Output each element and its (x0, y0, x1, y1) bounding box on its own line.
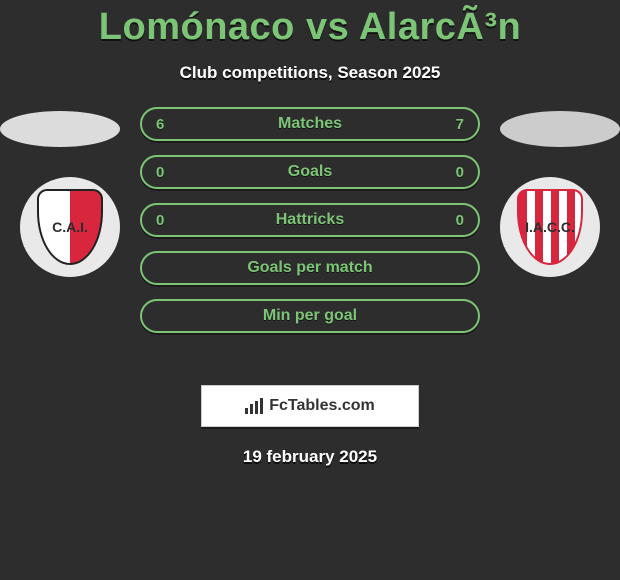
bar-chart-icon (245, 398, 263, 414)
stat-pill: Min per goal (140, 299, 480, 333)
stat-value-left: 0 (156, 205, 164, 235)
team-shield-left: C.A.I. (37, 189, 103, 265)
stat-pill: Goals per match (140, 251, 480, 285)
stat-value-left: 6 (156, 109, 164, 139)
stat-value-right: 0 (456, 205, 464, 235)
stat-label: Matches (278, 115, 342, 133)
team-abbrev-left: C.A.I. (52, 219, 88, 235)
stat-label: Goals (288, 163, 332, 181)
stat-value-right: 7 (456, 109, 464, 139)
page-title: Lomónaco vs AlarcÃ³n (0, 6, 620, 49)
stat-label: Hattricks (276, 211, 344, 229)
stat-label: Min per goal (263, 307, 357, 325)
shadow-ellipse-right (500, 111, 620, 147)
team-abbrev-right: I.A.C.C. (525, 219, 575, 235)
shadow-ellipse-left (0, 111, 120, 147)
stat-pill: 6 Matches 7 (140, 107, 480, 141)
date-text: 19 february 2025 (0, 447, 620, 467)
branding-box[interactable]: FcTables.com (201, 385, 419, 427)
comparison-stage: C.A.I. I.A.C.C. 6 Matches 7 0 Goals 0 0 … (0, 107, 620, 367)
team-badge-right: I.A.C.C. (500, 177, 600, 277)
branding-text: FcTables.com (269, 397, 375, 415)
subtitle: Club competitions, Season 2025 (0, 63, 620, 83)
stat-pill-list: 6 Matches 7 0 Goals 0 0 Hattricks 0 Goal… (140, 107, 480, 333)
stat-label: Goals per match (247, 259, 372, 277)
stat-pill: 0 Hattricks 0 (140, 203, 480, 237)
team-badge-left: C.A.I. (20, 177, 120, 277)
stat-value-right: 0 (456, 157, 464, 187)
team-shield-right: I.A.C.C. (517, 189, 583, 265)
stat-value-left: 0 (156, 157, 164, 187)
stat-pill: 0 Goals 0 (140, 155, 480, 189)
